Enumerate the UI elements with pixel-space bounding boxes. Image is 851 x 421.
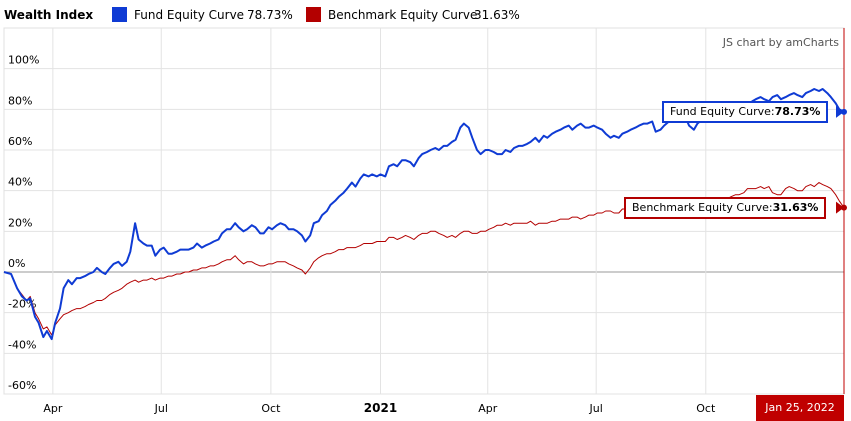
fund-balloon-pointer xyxy=(836,105,844,118)
benchmark-balloon-label: Benchmark Equity Curve: xyxy=(632,201,773,214)
y-tick-label: -20% xyxy=(8,298,36,311)
legend-title: Wealth Index xyxy=(4,8,94,22)
y-tick-label: 40% xyxy=(8,176,32,189)
y-tick-label: 80% xyxy=(8,94,32,107)
fund-value-balloon: Fund Equity Curve:78.73% xyxy=(662,101,829,123)
x-tick-label: Oct xyxy=(696,402,716,415)
x-tick-label: Apr xyxy=(43,402,63,415)
x-tick-label: Jul xyxy=(154,402,168,415)
y-tick-label: 20% xyxy=(8,216,32,229)
legend-value-benchmark: 31.63% xyxy=(474,8,520,22)
x-axis: Apr Jul Oct 2021 Apr Jul Oct xyxy=(43,401,716,415)
benchmark-balloon-pointer xyxy=(836,201,844,214)
fund-balloon-value: 78.73% xyxy=(774,105,821,118)
y-tick-label: -60% xyxy=(8,379,36,392)
y-axis: -60% -40% -20% 0% 20% 40% 60% 80% 100% xyxy=(8,54,39,392)
legend-label-fund: Fund Equity Curve xyxy=(134,8,245,22)
x-tick-label: Oct xyxy=(261,402,281,415)
legend-value-fund: 78.73% xyxy=(247,8,293,22)
benchmark-value-balloon: Benchmark Equity Curve:31.63% xyxy=(624,197,827,219)
x-tick-label: 2021 xyxy=(364,401,397,415)
legend-label-benchmark: Benchmark Equity Curve xyxy=(328,8,478,22)
y-tick-label: 0% xyxy=(8,257,25,270)
y-tick-label: 100% xyxy=(8,54,39,67)
fund-balloon-label: Fund Equity Curve: xyxy=(670,105,775,118)
x-tick-label: Apr xyxy=(478,402,498,415)
benchmark-balloon-value: 31.63% xyxy=(772,201,819,214)
amcharts-credit-link[interactable]: JS chart by amCharts xyxy=(722,36,839,49)
y-tick-label: -40% xyxy=(8,338,36,351)
legend-swatch-benchmark xyxy=(306,7,321,22)
legend-swatch-fund xyxy=(112,7,127,22)
y-tick-label: 60% xyxy=(8,135,32,148)
cursor-date-label: Jan 25, 2022 xyxy=(756,395,844,421)
x-tick-label: Jul xyxy=(589,402,603,415)
chart-legend: Wealth Index Fund Equity Curve 78.73% Be… xyxy=(0,0,851,30)
series-end-markers xyxy=(836,105,847,214)
